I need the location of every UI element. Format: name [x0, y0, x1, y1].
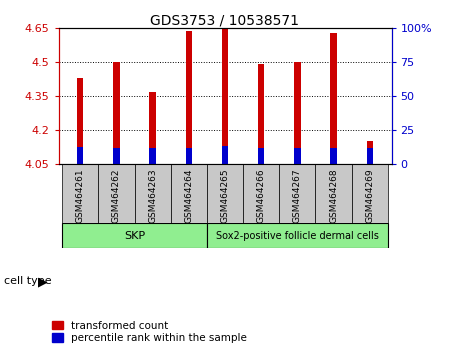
Bar [222, 146, 228, 164]
Bar [77, 147, 84, 164]
Bar [113, 62, 120, 164]
Bar [243, 164, 279, 223]
Bar [222, 28, 228, 164]
Text: SKP: SKP [124, 230, 145, 241]
Bar [135, 164, 171, 223]
Text: Sox2-positive follicle dermal cells: Sox2-positive follicle dermal cells [216, 230, 379, 241]
Text: GSM464261: GSM464261 [76, 169, 85, 223]
Bar [149, 92, 156, 164]
Text: GSM464269: GSM464269 [365, 169, 374, 223]
Bar [258, 64, 265, 164]
Bar [171, 164, 207, 223]
Bar [367, 141, 373, 164]
Bar [315, 164, 352, 223]
Bar [149, 148, 156, 164]
Text: cell type: cell type [4, 276, 52, 286]
Legend: transformed count, percentile rank within the sample: transformed count, percentile rank withi… [50, 319, 249, 345]
Bar [330, 148, 337, 164]
Bar [207, 164, 243, 223]
Bar [113, 148, 120, 164]
Bar [330, 33, 337, 164]
Bar [98, 164, 135, 223]
Bar [62, 164, 98, 223]
Text: ▶: ▶ [38, 275, 48, 288]
Bar [258, 148, 265, 164]
Text: GSM464263: GSM464263 [148, 169, 157, 223]
Bar [185, 30, 192, 164]
Bar [62, 223, 207, 248]
Text: GSM464268: GSM464268 [329, 169, 338, 223]
Bar [279, 164, 315, 223]
Text: GSM464264: GSM464264 [184, 169, 194, 223]
Bar [294, 148, 301, 164]
Bar [294, 62, 301, 164]
Text: GSM464262: GSM464262 [112, 169, 121, 223]
Bar [77, 78, 84, 164]
Bar [352, 164, 388, 223]
Bar [185, 148, 192, 164]
Bar [367, 148, 373, 164]
Text: GSM464267: GSM464267 [293, 169, 302, 223]
Bar [207, 223, 388, 248]
Text: GSM464266: GSM464266 [256, 169, 266, 223]
Title: GDS3753 / 10538571: GDS3753 / 10538571 [150, 13, 300, 27]
Text: GSM464265: GSM464265 [220, 169, 230, 223]
